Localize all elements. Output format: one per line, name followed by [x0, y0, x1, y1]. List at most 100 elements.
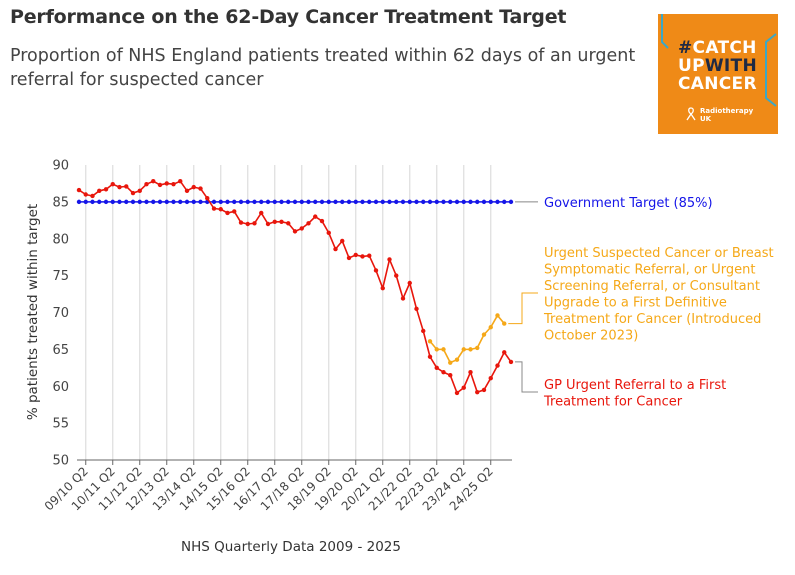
data-point: [488, 325, 493, 330]
usc-series-label: Urgent Suspected Cancer or Breast Symptom…: [543, 246, 774, 344]
data-point: [508, 359, 514, 365]
data-point: [252, 221, 257, 226]
data-point: [238, 199, 244, 205]
grid-lines: [85, 165, 492, 460]
data-point: [238, 220, 244, 225]
data-point: [76, 199, 82, 205]
data-point: [448, 199, 453, 205]
label-line: Treatment for Cancer: [543, 395, 683, 410]
data-point: [434, 365, 439, 371]
data-point: [461, 385, 466, 390]
data-point: [394, 199, 399, 205]
label-line: Screening Referral, or Consultant: [544, 279, 760, 294]
data-point: [97, 188, 102, 194]
data-point: [259, 199, 264, 205]
data-point: [434, 199, 439, 205]
y-axis-title: % patients treated within target: [25, 204, 41, 420]
data-point: [488, 199, 493, 205]
data-point: [394, 273, 399, 278]
data-point: [184, 199, 190, 205]
data-point: [454, 357, 460, 362]
data-point: [346, 199, 352, 205]
data-point: [103, 187, 109, 192]
chart-subtitle: Proportion of NHS England patients treat…: [10, 46, 636, 90]
data-point: [232, 199, 237, 205]
data-point: [508, 199, 514, 205]
data-point: [299, 226, 304, 231]
target-series-label: Government Target (85%): [544, 196, 713, 211]
data-point: [441, 370, 446, 375]
data-point: [184, 188, 190, 194]
data-point: [454, 199, 460, 205]
data-point: [117, 184, 122, 190]
data-point: [272, 199, 277, 205]
data-point: [488, 375, 493, 381]
data-point: [178, 199, 183, 205]
data-point: [468, 199, 473, 205]
data-point: [110, 181, 115, 187]
data-point: [353, 252, 358, 258]
leader-line: [508, 292, 538, 325]
data-point: [157, 199, 163, 205]
data-point: [124, 199, 129, 205]
logo-decoration: [661, 14, 777, 107]
data-point: [326, 230, 331, 236]
data-point: [272, 219, 277, 224]
data-point: [279, 199, 284, 205]
data-point: [117, 199, 122, 205]
data-point: [454, 390, 460, 396]
y-tick-label: 50: [52, 454, 69, 469]
series-2: [427, 313, 507, 365]
data-point: [427, 339, 433, 344]
data-point: [414, 199, 419, 205]
data-point: [191, 184, 196, 190]
data-point: [211, 199, 217, 205]
data-point: [90, 193, 95, 199]
data-point: [83, 199, 88, 205]
ribbon-icon: [686, 107, 696, 121]
data-point: [151, 179, 156, 184]
data-point: [475, 389, 480, 395]
y-tick-label: 90: [52, 159, 69, 174]
data-point: [299, 199, 304, 205]
series-line: [429, 314, 505, 364]
data-point: [421, 328, 426, 334]
data-point: [313, 199, 318, 205]
data-point: [340, 199, 345, 205]
data-point: [151, 199, 156, 205]
data-point: [461, 199, 466, 205]
data-point: [367, 253, 372, 258]
data-point: [211, 206, 217, 211]
label-line: Treatment for Cancer (Introduced: [543, 312, 761, 327]
data-point: [191, 199, 196, 205]
data-point: [137, 199, 142, 205]
data-point: [360, 254, 365, 259]
data-point: [319, 199, 325, 205]
data-point: [427, 354, 433, 359]
data-point: [178, 179, 183, 184]
data-point: [468, 347, 473, 352]
data-point: [144, 181, 149, 187]
data-point: [481, 199, 487, 205]
label-line: Government Target (85%): [544, 196, 713, 211]
data-point: [502, 199, 507, 205]
data-point: [292, 229, 298, 234]
y-tick-label: 75: [52, 269, 69, 284]
data-point: [373, 199, 379, 205]
leader-line: [515, 361, 538, 393]
label-line: Urgent Suspected Cancer or Breast: [544, 246, 774, 261]
logo-org: Radiotherapy UK: [700, 107, 754, 123]
data-point: [144, 199, 149, 205]
data-point: [245, 221, 250, 227]
label-line: Upgrade to a First Definitive: [544, 296, 727, 311]
data-point: [340, 238, 345, 244]
y-axis-ticks: 50 55 60 65 70 75 80 85 90: [52, 159, 69, 469]
data-point: [205, 195, 210, 201]
y-tick-label: 80: [52, 232, 69, 247]
data-point: [400, 199, 406, 205]
data-point: [306, 199, 311, 205]
data-point: [90, 199, 95, 205]
data-point: [333, 246, 338, 252]
data-point: [218, 207, 223, 212]
